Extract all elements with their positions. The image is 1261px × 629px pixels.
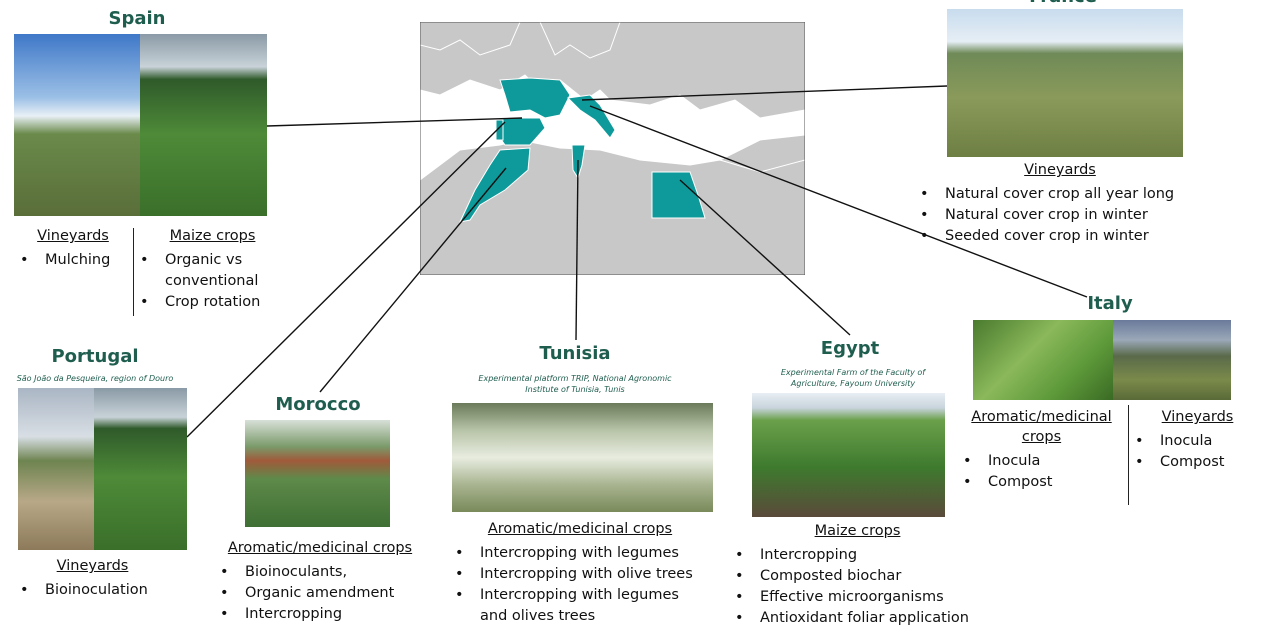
photo (140, 34, 267, 216)
practice-item: Natural cover crop in winter (920, 205, 1200, 226)
practice-group: Aromatic/medicinal crops InoculaCompost (963, 407, 1120, 493)
crop-heading: Vineyards (37, 228, 109, 244)
connector (319, 167, 507, 393)
photo (1113, 320, 1231, 400)
practice-item: Seeded cover crop in winter (920, 226, 1200, 247)
practice-group: Vineyards Mulching (20, 226, 126, 271)
photo (245, 420, 390, 527)
practice-item: Natural cover crop all year long (920, 184, 1200, 205)
crop-heading: Maize crops (814, 523, 901, 539)
crop-heading: Aromatic/medicinal crops (487, 521, 673, 537)
practice-item: Inocula (963, 451, 1120, 472)
site-location: Experimental Farm of the Faculty of Agri… (780, 368, 926, 388)
site-title: France (1029, 0, 1097, 7)
divider (1128, 405, 1129, 505)
site-location: São João da Pesqueira, region of Douro (16, 374, 174, 383)
site-title: Tunisia (539, 343, 611, 364)
site-title: Portugal (51, 346, 139, 367)
photo (947, 9, 1183, 157)
crop-heading: Vineyards (56, 558, 129, 574)
divider (133, 228, 134, 316)
practice-group: Vineyards Natural cover crop all year lon… (920, 160, 1200, 247)
practice-item: Organic amendment (220, 583, 420, 604)
crop-heading: Vineyards (1161, 409, 1234, 425)
practice-item: Intercropping with olive trees (455, 564, 705, 585)
site-title: Egypt (820, 338, 880, 359)
practice-item: Organic vs conventional (140, 250, 285, 292)
connector (679, 179, 851, 336)
photo (14, 34, 140, 216)
photo (94, 388, 187, 550)
practice-item: Mulching (20, 250, 126, 271)
connectors (186, 85, 1088, 438)
crop-heading: Aromatic/medicinal crops (227, 540, 413, 556)
practice-item: Crop rotation (140, 292, 285, 313)
photo (752, 393, 945, 517)
practice-item: Inocula (1135, 431, 1260, 452)
connector (266, 117, 523, 127)
practice-item: Intercropping (220, 604, 420, 625)
practice-item: Composted biochar (735, 566, 980, 587)
site-title: Italy (1087, 293, 1133, 314)
connector (575, 159, 579, 341)
photo (452, 403, 713, 512)
photo (18, 388, 94, 550)
practice-item: Antioxidant foliar application (735, 608, 980, 629)
site-title: Morocco (275, 394, 361, 415)
crop-heading: Maize crops (169, 228, 256, 244)
practice-item: Bioinoculation (20, 580, 165, 601)
practice-item: Bioinoculants, (220, 562, 420, 583)
site-location: Experimental platform TRIP, National Agr… (478, 374, 672, 394)
photo (973, 320, 1113, 400)
practice-group: Maize crops Organic vs conventionalCrop r… (140, 226, 285, 313)
connector (186, 121, 506, 438)
practice-item: Intercropping with legumes and olives tr… (455, 585, 705, 627)
connector (589, 105, 1088, 298)
crop-heading: Aromatic/medicinal crops (971, 409, 1112, 445)
practice-item: Effective microorganisms (735, 587, 980, 608)
connector (581, 85, 948, 101)
practice-group: Vineyards Bioinoculation (20, 556, 165, 601)
site-title: Spain (108, 8, 166, 29)
practice-item: Intercropping with legumes (455, 543, 705, 564)
practice-group: Vineyards InoculaCompost (1135, 407, 1260, 473)
practice-item: Compost (963, 472, 1120, 493)
practice-item: Intercropping (735, 545, 980, 566)
crop-heading: Vineyards (1024, 162, 1096, 178)
practice-item: Compost (1135, 452, 1260, 473)
map (420, 22, 805, 275)
practice-group: Maize crops IntercroppingComposted biocha… (735, 521, 980, 629)
practice-group: Aromatic/medicinal crops Intercropping wi… (455, 519, 705, 627)
practice-group: Aromatic/medicinal crops Bioinoculants,Or… (220, 538, 420, 625)
